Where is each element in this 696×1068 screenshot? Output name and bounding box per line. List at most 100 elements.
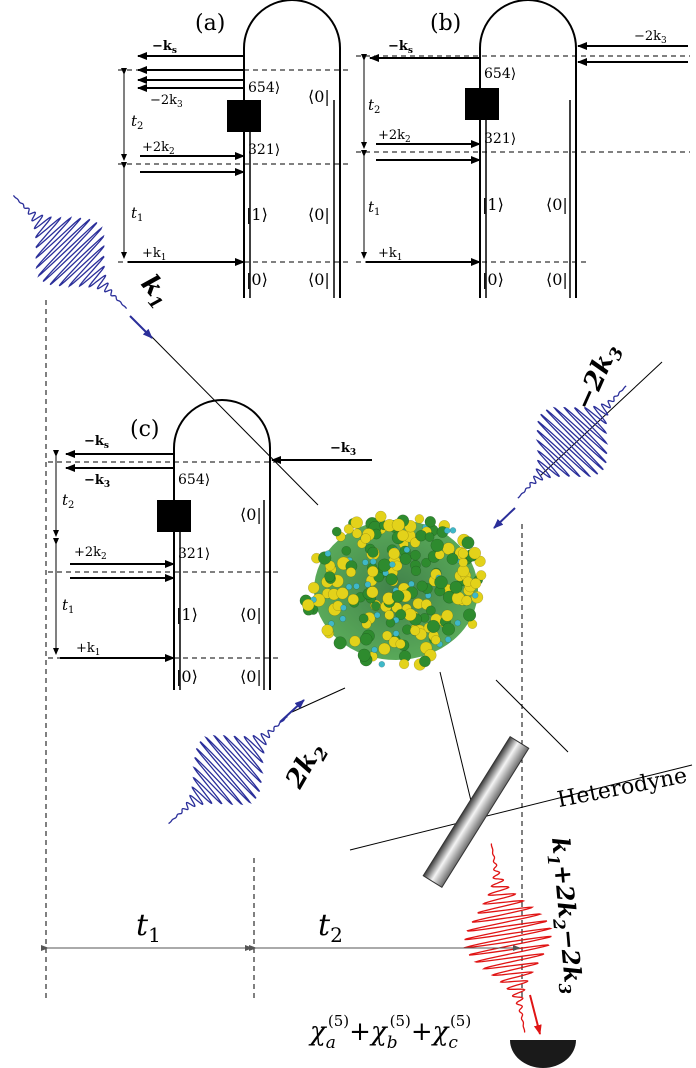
sample-atom [360,533,371,544]
panel-a-bra0-mid: ⟨0| [308,205,330,224]
k1-arrowhead [129,315,153,339]
sample-atom [399,552,412,565]
sample-atom [333,636,347,650]
heterodyne-baseline [349,764,693,851]
k2-arrowhead [279,699,305,723]
panel-a-ket654: 654⟩ [248,80,280,96]
heterodyne-label: Heterodyne [555,763,689,813]
panel-c: (c) −ks −k3 −k3 +2k2 +k1 t2 t1 654⟩ 321⟩… [48,399,372,690]
panel-c-bra0-top: ⟨0| [240,505,262,524]
panel-b-bra0-mid: ⟨0| [546,195,568,214]
sample-atom [449,527,457,534]
sample-atom [382,630,393,641]
panel-c-ket654: 654⟩ [178,472,210,488]
sample-atom [398,658,410,670]
sample-atom [408,580,415,588]
sample-atom [388,547,401,560]
panel-b-ks-label: −ks [388,39,413,56]
k2-pulse-waveform [168,715,288,825]
sample-atom [471,592,479,599]
panel-a-ket1: |1⟩ [246,205,268,224]
sample-atom [424,516,436,528]
panel-b-ket321: 321⟩ [484,131,516,147]
sample-atom [371,601,381,611]
panel-a-k1-label: +k1 [142,246,167,263]
sample-atom [324,571,336,583]
sample-atom [424,532,435,542]
k1-pulse-waveform [12,194,128,310]
k2-beam-line [291,687,346,713]
detector [510,1040,576,1068]
panel-a-k2-label: +2k2 [142,140,175,157]
panel-c-t1-label: t1 [62,596,74,616]
sample-atom [410,549,421,561]
k1-pulse-label: k1 [132,269,177,314]
panel-b-ket0: |0⟩ [482,270,504,289]
sample-atom [446,552,459,565]
sample-atom [345,583,353,591]
panel-a: (a) −ks −2k3 +2k2 +k1 t2 t1 654⟩ 321⟩ |1… [118,0,350,298]
sample-atom [409,625,421,636]
panel-b-ket1: |1⟩ [482,195,504,214]
sample-atom [461,595,472,606]
sample-atom [359,633,373,646]
pulse-sig-trace [463,843,553,1033]
susceptibility-formula: χa(5)+χb(5)+χc(5) [308,1012,471,1053]
panel-a-bra0-top: ⟨0| [308,87,330,106]
k3-pulse-label: −2k3 [569,339,628,417]
panel-c-bra0-mid: ⟨0| [240,605,262,624]
sample-atom [463,608,477,622]
panel-c-contour [173,399,271,690]
sample-atom [468,546,482,560]
sample-atom [443,527,451,534]
sample-atom [375,510,387,523]
sample-atom [357,648,371,662]
sample-atom [470,577,482,589]
sample-atom [396,529,409,542]
nanocrystal-sample [299,510,487,671]
sample-atom [421,557,431,568]
signal-pulse-label: k1+2k2−2k3 [542,836,589,995]
sample-atom [384,610,395,620]
sample-atom [410,565,422,577]
sample-atom [378,661,386,668]
k3-beam-line [539,361,663,477]
signal-pulse-waveform [463,843,553,1033]
sample-atom [366,586,379,599]
panel-c-bra0-bot: ⟨0| [240,667,262,686]
sample-atom [362,559,369,566]
k1-beam-line [149,334,319,506]
sample-atom [324,550,332,557]
panel-b-bra0-bot: ⟨0| [546,270,568,289]
sample-atom [351,528,363,539]
panel-c-k2-label: +2k2 [74,545,107,562]
sample-atom [461,536,475,550]
sample-atom [391,589,405,603]
sample-atom [395,609,407,620]
sample-atom [378,642,391,656]
sample-atom [449,580,463,594]
sample-atom [336,587,349,600]
sample-atom [414,514,425,524]
sample-atom [392,630,400,637]
panel-c-k3-right-label: −k3 [330,441,356,458]
sample-atom [457,548,469,559]
sample-atom [425,605,436,616]
pulse-k3-trace [517,385,627,499]
panel-c-ket0: |0⟩ [176,667,198,686]
sample-atom [476,570,487,581]
sample-atom [345,567,357,578]
sample-atom [410,537,421,548]
panel-b-k3-label: −2k3 [634,29,667,46]
sample-atom [426,619,440,633]
heterodyne-line-b [495,679,569,753]
sample-atom [367,565,379,578]
sample-atom [434,575,448,590]
panel-b-k1-label: +k1 [378,246,403,263]
pulse-k2-trace [168,715,288,825]
panel-a-ket0: |0⟩ [246,270,268,289]
panel-b-t2-label: t2 [368,96,380,116]
sample-atom [302,598,315,612]
panel-a-ks-label: −ks [152,39,177,56]
